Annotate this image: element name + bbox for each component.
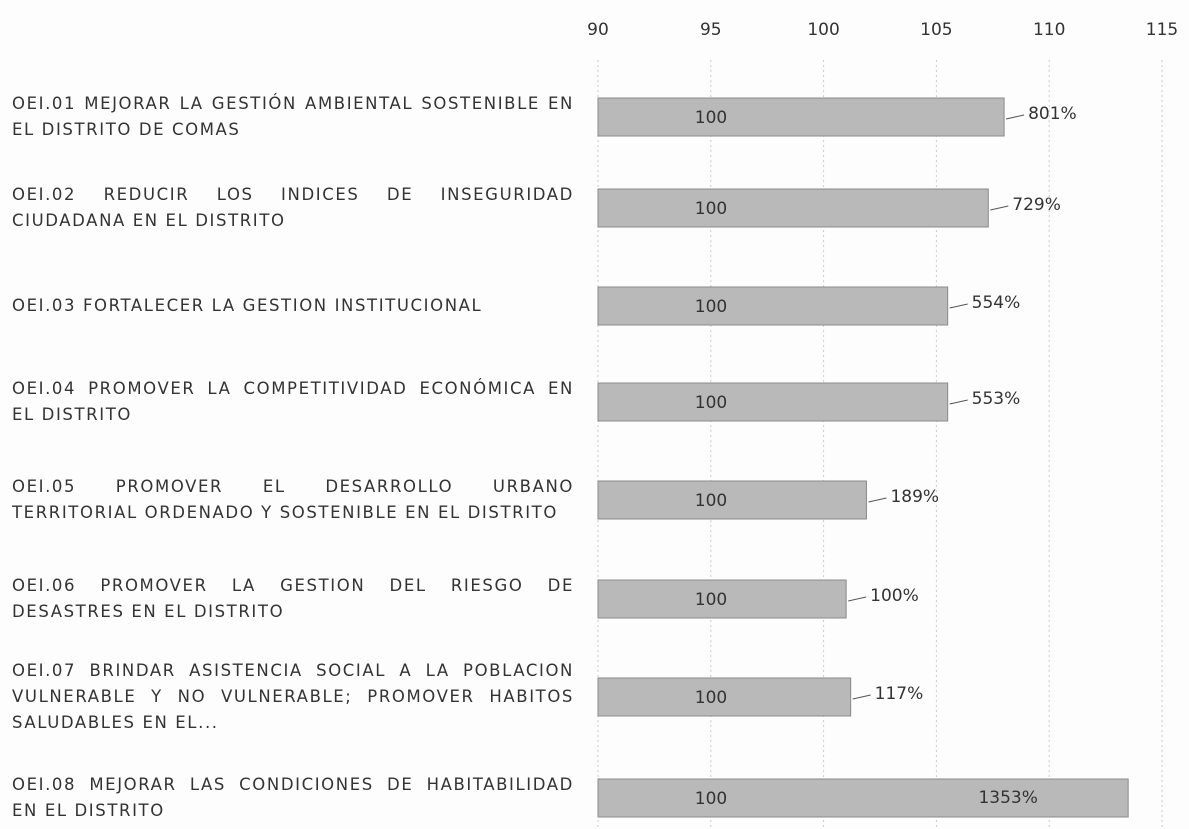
leader-line — [949, 303, 968, 309]
bar — [597, 677, 852, 717]
leader-line — [848, 596, 867, 602]
category-label: OEI.07 BRINDAR ASISTENCIA SOCIAL A LA PO… — [12, 661, 574, 732]
inner-label: 100 — [695, 199, 727, 219]
category-label: OEI.05 PROMOVER EL DESARROLLO URBANO TER… — [12, 477, 574, 522]
x-tick-label: 95 — [700, 20, 722, 40]
x-tick-label: 110 — [1033, 20, 1065, 40]
category-label: OEI.03 FORTALECER LA GESTION INSTITUCION… — [12, 296, 483, 315]
leader-line — [990, 205, 1009, 211]
bar — [597, 480, 867, 520]
inner-label: 100 — [695, 688, 727, 708]
category-label: OEI.04 PROMOVER LA COMPETITIVIDAD ECONÓM… — [12, 379, 574, 424]
x-tick-label: 90 — [587, 20, 609, 40]
category-label: OEI.02 REDUCIR LOS INDICES DE INSEGURIDA… — [12, 185, 574, 230]
leader-line — [868, 497, 887, 503]
bar-label: 729% — [1012, 195, 1061, 215]
bar-label: 554% — [972, 293, 1021, 313]
inner-label: 100 — [695, 491, 727, 511]
bar — [597, 188, 989, 228]
leader-line — [852, 694, 871, 700]
category-label: OEI.01 MEJORAR LA GESTIÓN AMBIENTAL SOST… — [12, 94, 574, 139]
bar — [597, 382, 949, 422]
bar-label: 189% — [890, 487, 939, 507]
bar — [597, 778, 1129, 818]
bar — [597, 286, 949, 326]
x-tick-label: 105 — [920, 20, 952, 40]
inner-label: 100 — [695, 297, 727, 317]
inner-label: 100 — [695, 393, 727, 413]
bar — [597, 97, 1005, 137]
category-label: OEI.08 MEJORAR LAS CONDICIONES DE HABITA… — [12, 775, 574, 820]
bar-label: 100% — [870, 586, 919, 606]
x-tick-label: 115 — [1146, 20, 1178, 40]
x-tick-label: 100 — [807, 20, 839, 40]
leader-line — [949, 399, 968, 405]
bar-label: 1353% — [978, 788, 1037, 808]
inner-label: 100 — [695, 590, 727, 610]
bar-label: 117% — [875, 684, 924, 704]
category-label: OEI.06 PROMOVER LA GESTION DEL RIESGO DE… — [12, 576, 574, 621]
inner-label: 100 — [695, 789, 727, 809]
leader-line — [1005, 114, 1025, 120]
bar — [597, 579, 847, 619]
inner-label: 100 — [695, 108, 727, 128]
bar-label: 801% — [1028, 104, 1077, 124]
bar-label: 553% — [972, 389, 1021, 409]
